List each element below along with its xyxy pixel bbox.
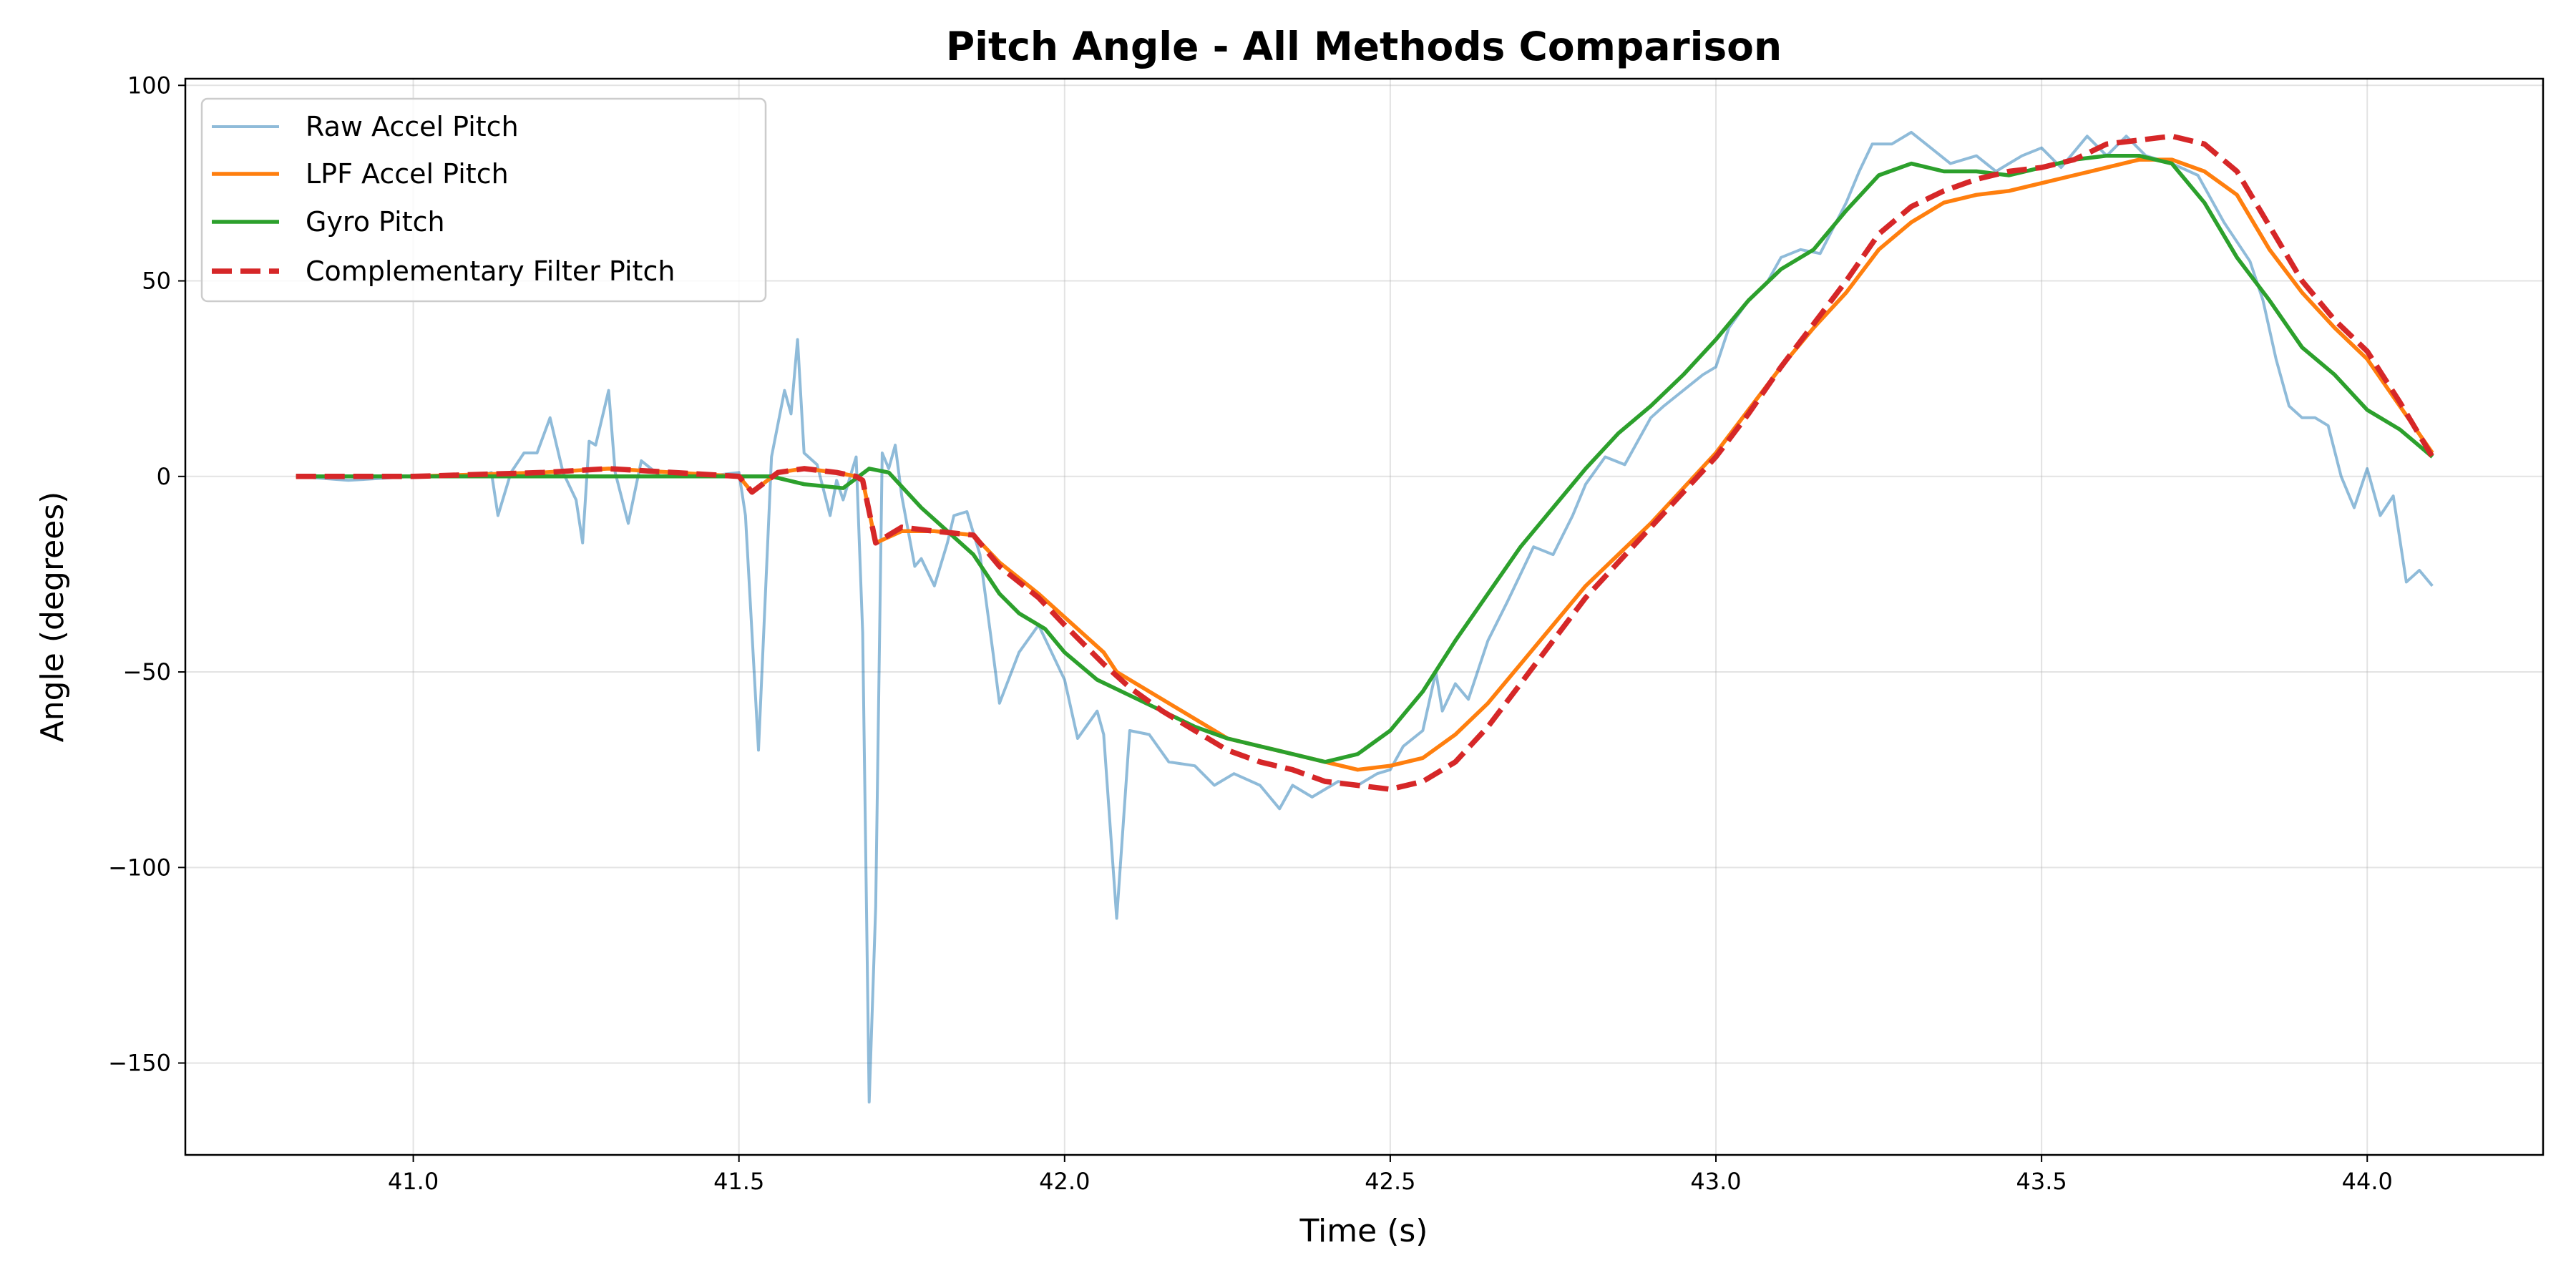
y-axis-label: Angle (degrees): [34, 492, 71, 743]
legend: Raw Accel Pitch LPF Accel Pitch Gyro Pitch…: [200, 97, 767, 303]
ticks: 41.0 41.5 42.0 42.5 43.0 43.5 44.0 −150 −100 −50 0…: [108, 72, 2393, 1195]
series-group: [296, 130, 2435, 1104]
series-line-complementary-filter-pitch: [296, 133, 2435, 792]
y-tick-label: −50: [122, 658, 171, 686]
x-tick-label: 41.5: [713, 1168, 764, 1195]
legend-label: Gyro Pitch: [306, 206, 445, 238]
x-tick-label: 41.0: [388, 1168, 439, 1195]
x-axis-label: Time (s): [1299, 1213, 1428, 1249]
x-tick-label: 43.5: [2016, 1168, 2067, 1195]
series-line-gyro-pitch: [296, 153, 2434, 764]
legend-label: Complementary Filter Pitch: [306, 255, 675, 287]
y-tick-label: 0: [157, 463, 171, 490]
legend-box: [200, 97, 767, 303]
y-tick-label: −150: [108, 1050, 171, 1077]
legend-label: Raw Accel Pitch: [306, 111, 519, 142]
x-tick-label: 44.0: [2342, 1168, 2393, 1195]
plot-frame: [184, 77, 2545, 1156]
y-tick-label: 50: [142, 268, 171, 295]
legend-label: LPF Accel Pitch: [306, 158, 509, 190]
y-tick-label: 100: [127, 72, 171, 99]
y-tick-label: −100: [108, 854, 171, 881]
chart-title: Pitch Angle - All Methods Comparison: [946, 24, 1782, 69]
x-tick-label: 42.5: [1365, 1168, 1415, 1195]
x-tick-label: 43.0: [1690, 1168, 1741, 1195]
x-tick-label: 42.0: [1039, 1168, 1090, 1195]
